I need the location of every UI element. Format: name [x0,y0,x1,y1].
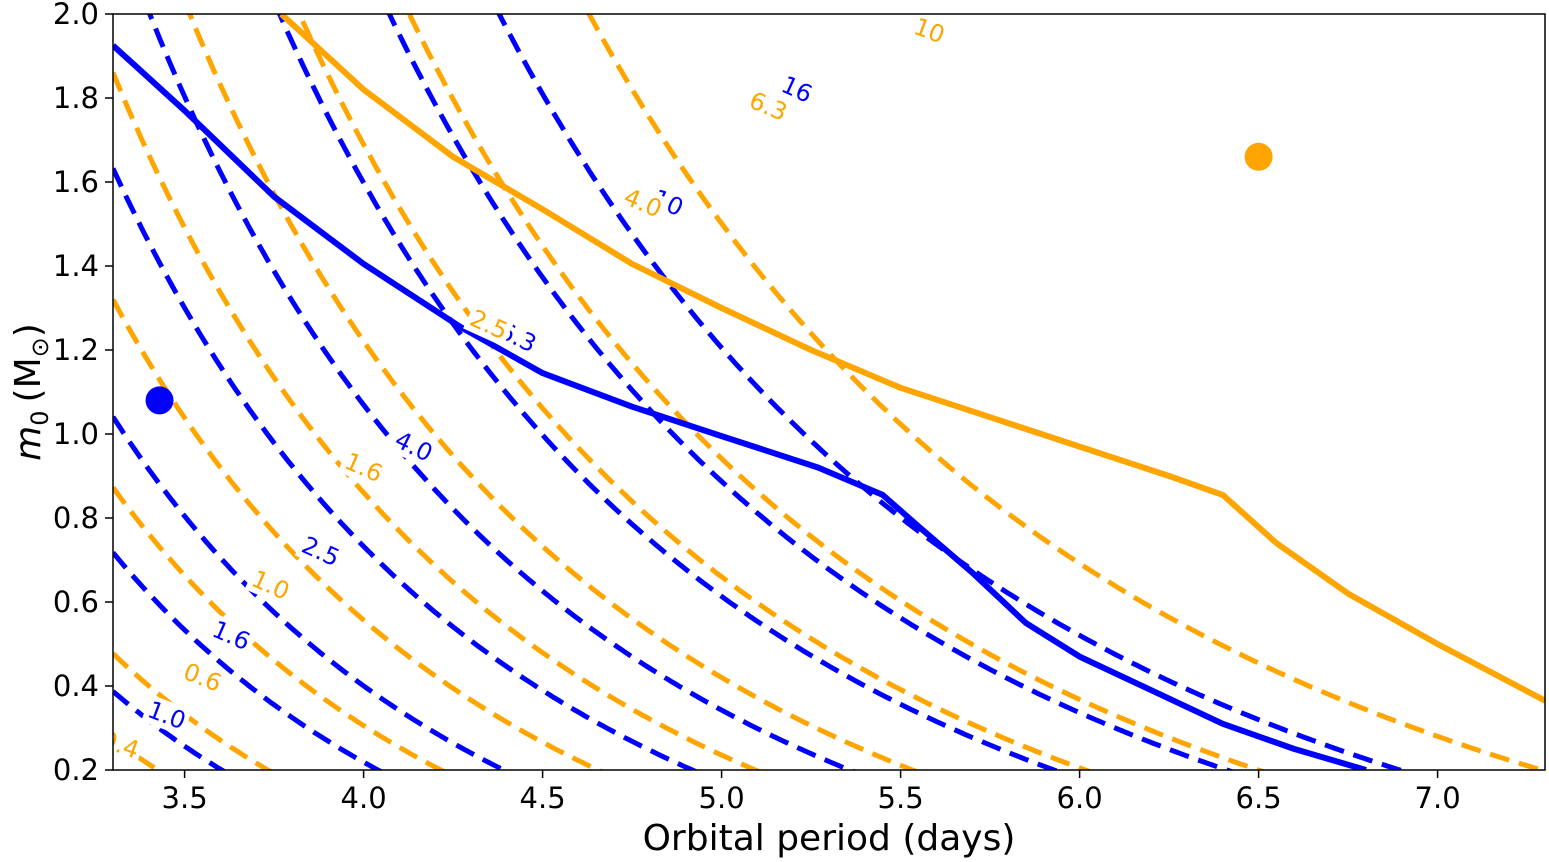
contour-label-bg [205,614,257,658]
contour-orange-6 [113,71,762,770]
contour-label-blue-7: 25 [945,0,984,12]
svg-text:m0(M⊙): m0 (M⊙) [8,323,54,461]
y-tick-label: 1.2 [53,333,99,367]
contour-label-bg [642,180,694,226]
contour-orange-7 [186,14,920,770]
contour-label-bg [141,694,193,737]
y-axis-title-sub: 0 [26,410,54,425]
x-axis: 3.5 4.0 4.5 5.0 5.5 6.0 6.5 7.0 [162,770,1461,815]
y-axis-title: m0 (M⊙) [8,323,54,461]
data-points [145,142,1273,415]
y-axis-title-units: (M [8,357,49,402]
contour-orange-10 [586,14,1545,770]
y-axis: 0.2 0.4 0.6 0.8 1.0 1.2 1.4 1.6 1.8 2.0 [53,0,113,787]
contour-label-bg [113,724,146,766]
contour-blue-2 [113,689,227,770]
y-tick-label: 2.0 [53,0,99,31]
contour-label-bg [294,529,347,574]
point-blue [145,386,174,415]
contour-label-bg [387,424,440,469]
y-tick-label: 0.2 [53,753,99,787]
x-tick-label: 6.0 [1057,781,1103,815]
y-axis-title-var: m [8,426,49,461]
contour-label-bg [770,67,823,112]
contour-label-bg [463,302,515,347]
limit-curves [113,14,1545,770]
y-tick-label: 1.6 [53,165,99,199]
y-tick-label: 1.8 [53,81,99,115]
contour-orange-5 [113,298,605,770]
contour-blue-1 [113,781,127,790]
contour-labels: 1.01.62.54.06.310162540630.40.61.01.62.5… [113,0,991,766]
contour-blue-7 [276,14,1062,770]
x-tick-label: 6.5 [1236,781,1282,815]
x-tick-label: 5.0 [699,781,745,815]
x-tick-label: 3.5 [162,781,208,815]
x-tick-label: 5.5 [878,781,924,815]
point-orange [1244,142,1273,171]
contour-blue-8 [386,14,1235,770]
contour-lines [113,14,1545,790]
contour-label-bg [244,563,297,607]
x-tick-label: 4.5 [520,781,566,815]
contour-orange-4 [113,486,447,770]
contour-orange-3 [113,651,273,770]
solid-line-orange [279,14,1545,704]
contour-blue-5 [113,167,699,770]
x-tick-label: 4.0 [341,781,387,815]
solid-line-blue [113,43,1367,770]
y-tick-label: 0.4 [53,669,99,703]
plot-frame [112,13,1546,771]
y-tick-label: 0.6 [53,585,99,619]
y-tick-label: 0.8 [53,501,99,535]
y-axis-title-close: ) [8,323,49,337]
contour-blue-6 [147,14,857,770]
plot-area: 1.01.62.54.06.310162540630.40.61.01.62.5… [113,0,1545,790]
y-tick-label: 1.4 [53,249,99,283]
contour-orange-9 [406,14,1267,770]
x-axis-title: Orbital period (days) [643,818,1016,859]
contour-label-bg [742,85,794,128]
contour-label-bg [617,181,669,225]
y-tick-label: 1.0 [53,417,99,451]
contour-orange-8 [296,14,1093,770]
contour-label-bg [903,14,955,52]
x-tick-label: 7.0 [1415,781,1461,815]
contour-blue-4 [113,415,510,770]
y-axis-title-sun: ⊙ [26,337,54,357]
contour-label-bg [939,14,991,15]
contour-label-bg [337,445,390,490]
contour-label-bg [176,656,229,699]
contour-blue-9 [496,14,1409,770]
contour-blue-3 [113,550,384,770]
